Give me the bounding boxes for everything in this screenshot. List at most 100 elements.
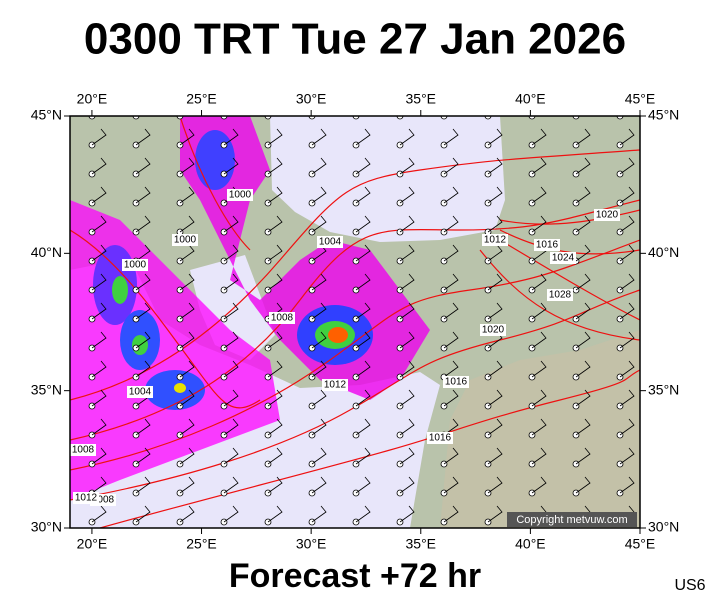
wind-barb [443, 418, 459, 436]
wind-barb [531, 447, 547, 465]
wind-barb [91, 186, 107, 204]
isobar-label-box [480, 324, 506, 336]
lat-label: 40°N [31, 244, 62, 260]
wind-barb [311, 447, 327, 465]
lon-label: 35°E [406, 91, 437, 107]
wind-barb [223, 447, 239, 465]
wind-barb [267, 128, 283, 146]
wind-barb [267, 476, 283, 494]
wind-barb [443, 302, 459, 320]
wind-barb [575, 418, 591, 436]
wind-barb [311, 215, 327, 233]
wind-barb [487, 505, 503, 523]
wind-barb [575, 186, 591, 204]
wind-barb [179, 418, 195, 436]
wind-barb [619, 389, 635, 407]
wind-barb [531, 302, 547, 320]
lon-label: 45°E [625, 91, 656, 107]
wind-barb [356, 116, 357, 117]
wind-barb [443, 505, 459, 523]
wind-barb [619, 476, 635, 494]
wind-barb [443, 215, 459, 233]
wind-barb [135, 128, 151, 146]
wind-barb [223, 215, 239, 233]
wind-barb [619, 128, 635, 146]
wind-barb [399, 447, 415, 465]
wind-barb [91, 418, 107, 436]
wind-barb [91, 360, 107, 378]
wind-barb [311, 273, 327, 291]
wind-barb [267, 505, 283, 523]
wind-barb [223, 418, 239, 436]
lat-label: 35°N [648, 381, 679, 397]
wind-barb [531, 186, 547, 204]
forecast-label: Forecast +72 hr [229, 557, 481, 595]
wind-barb [179, 331, 195, 349]
wind-barb [399, 418, 415, 436]
isobar-label-box [122, 259, 148, 271]
wind-barb [399, 389, 415, 407]
wind-barb [575, 331, 591, 349]
wind-barb [267, 418, 283, 436]
wind-barb [575, 128, 591, 146]
wind-barb [223, 360, 239, 378]
wind-barb [575, 389, 591, 407]
isobar-label-box [227, 189, 253, 201]
wind-barb [443, 447, 459, 465]
wind-barb [311, 418, 327, 436]
isobar-label: 1024 [552, 253, 575, 264]
wind-barb [399, 360, 415, 378]
wind-barb [355, 215, 371, 233]
wind-barb [91, 244, 107, 262]
wind-barb [487, 389, 503, 407]
wind-barb [575, 302, 591, 320]
wind-barb [267, 273, 283, 291]
wind-barb [355, 360, 371, 378]
wind-barb [487, 244, 503, 262]
isobar-label: 1004 [319, 237, 342, 248]
isobar-label-box [317, 236, 343, 248]
wind-barb [443, 273, 459, 291]
wind-barb [355, 418, 371, 436]
wind-barb [179, 157, 195, 175]
wind-barb [399, 244, 415, 262]
wind-barb [223, 157, 239, 175]
isobar-label: 1000 [229, 190, 252, 201]
wind-barb [179, 128, 195, 146]
wind-barb [576, 116, 577, 117]
wind-barb [268, 116, 269, 117]
wind-barb [399, 157, 415, 175]
isobar-label: 1016 [445, 377, 468, 388]
isobar-label: 1012 [75, 493, 98, 504]
wind-barb [487, 157, 503, 175]
wind-barb [135, 273, 151, 291]
wind-barb [355, 128, 371, 146]
lon-label: 25°E [186, 536, 217, 552]
wind-barb [619, 447, 635, 465]
wind-barb [619, 215, 635, 233]
isobar-label: 1016 [536, 240, 559, 251]
wind-barb [267, 389, 283, 407]
wind-barb [575, 273, 591, 291]
wind-barb [135, 331, 151, 349]
isobar-label-box [550, 252, 576, 264]
lat-label: 40°N [648, 244, 679, 260]
isobar-label: 1028 [549, 290, 572, 301]
wind-barb [311, 128, 327, 146]
lat-label: 35°N [31, 381, 62, 397]
wind-barb [531, 273, 547, 291]
wind-barb [135, 157, 151, 175]
wind-barb [311, 302, 327, 320]
wind-barb [355, 157, 371, 175]
lon-label: 30°E [296, 536, 327, 552]
wind-barb [575, 157, 591, 175]
wind-barb [399, 215, 415, 233]
wind-barb [311, 186, 327, 204]
wind-barb [179, 273, 195, 291]
wind-barb [91, 128, 107, 146]
wind-barb [575, 215, 591, 233]
wind-barb [355, 244, 371, 262]
lon-label: 40°E [515, 536, 546, 552]
